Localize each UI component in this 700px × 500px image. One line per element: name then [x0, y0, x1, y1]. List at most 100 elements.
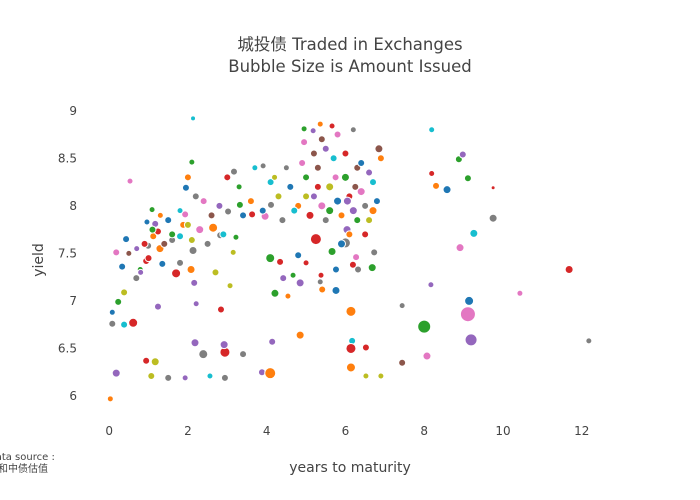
- bubble-point[interactable]: [469, 228, 479, 238]
- bubble-point[interactable]: [361, 201, 370, 210]
- bubble-point[interactable]: [362, 372, 370, 380]
- bubble-point[interactable]: [188, 158, 196, 166]
- bubble-point[interactable]: [345, 305, 357, 317]
- bubble-point[interactable]: [143, 218, 151, 226]
- bubble-point[interactable]: [361, 343, 370, 352]
- bubble-point[interactable]: [148, 206, 156, 214]
- bubble-point[interactable]: [309, 233, 322, 246]
- bubble-point[interactable]: [266, 178, 275, 187]
- bubble-point[interactable]: [192, 300, 200, 308]
- bubble-point[interactable]: [353, 216, 362, 225]
- bubble-point[interactable]: [455, 243, 465, 253]
- bubble-point[interactable]: [187, 236, 196, 245]
- bubble-point[interactable]: [488, 213, 498, 223]
- bubble-point[interactable]: [357, 159, 366, 168]
- bubble-point[interactable]: [258, 206, 267, 215]
- bubble-point[interactable]: [376, 154, 385, 163]
- bubble-point[interactable]: [122, 235, 131, 244]
- bubble-point[interactable]: [349, 126, 357, 134]
- bubble-point[interactable]: [317, 271, 325, 279]
- bubble-point[interactable]: [516, 289, 524, 297]
- bubble-point[interactable]: [147, 372, 156, 381]
- bubble-point[interactable]: [352, 253, 361, 262]
- bubble-point[interactable]: [206, 372, 214, 380]
- bubble-point[interactable]: [271, 173, 279, 181]
- bubble-point[interactable]: [279, 274, 288, 283]
- bubble-point[interactable]: [267, 200, 276, 209]
- bubble-point[interactable]: [239, 350, 248, 359]
- bubble-point[interactable]: [321, 144, 330, 153]
- bubble-point[interactable]: [305, 210, 315, 220]
- bubble-point[interactable]: [190, 338, 200, 348]
- bubble-point[interactable]: [284, 292, 292, 300]
- bubble-point[interactable]: [316, 278, 324, 286]
- bubble-point[interactable]: [112, 248, 121, 257]
- bubble-point[interactable]: [342, 196, 352, 206]
- bubble-point[interactable]: [186, 265, 196, 275]
- bubble-point[interactable]: [313, 163, 322, 172]
- bubble-point[interactable]: [142, 356, 151, 365]
- bubble-point[interactable]: [331, 173, 340, 182]
- bubble-point[interactable]: [428, 126, 436, 134]
- bubble-point[interactable]: [333, 130, 342, 139]
- bubble-point[interactable]: [251, 164, 259, 172]
- bubble-point[interactable]: [427, 281, 435, 289]
- bubble-point[interactable]: [268, 337, 277, 346]
- bubble-point[interactable]: [490, 185, 496, 191]
- bubble-point[interactable]: [215, 201, 224, 210]
- bubble-point[interactable]: [370, 248, 379, 257]
- bubble-point[interactable]: [340, 172, 350, 182]
- bubble-point[interactable]: [235, 183, 243, 191]
- bubble-point[interactable]: [226, 282, 234, 290]
- bubble-point[interactable]: [108, 308, 116, 316]
- bubble-point[interactable]: [309, 127, 317, 135]
- bubble-point[interactable]: [442, 185, 452, 195]
- bubble-point[interactable]: [313, 182, 322, 191]
- bubble-point[interactable]: [300, 125, 308, 133]
- bubble-point[interactable]: [309, 192, 318, 201]
- bubble-point[interactable]: [164, 373, 173, 382]
- bubble-point[interactable]: [259, 162, 267, 170]
- bubble-point[interactable]: [289, 271, 297, 279]
- bubble-point[interactable]: [309, 149, 318, 158]
- bubble-point[interactable]: [229, 167, 238, 176]
- bubble-point[interactable]: [106, 395, 114, 403]
- bubble-point[interactable]: [282, 164, 290, 172]
- bubble-point[interactable]: [120, 288, 129, 297]
- bubble-point[interactable]: [220, 373, 229, 382]
- bubble-point[interactable]: [317, 135, 326, 144]
- bubble-point[interactable]: [108, 319, 117, 328]
- bubble-point[interactable]: [168, 230, 177, 239]
- bubble-point[interactable]: [207, 211, 216, 220]
- bubble-point[interactable]: [564, 265, 574, 275]
- bubble-point[interactable]: [132, 274, 141, 283]
- bubble-point[interactable]: [341, 149, 350, 158]
- bubble-point[interactable]: [365, 216, 374, 225]
- bubble-point[interactable]: [111, 368, 121, 378]
- bubble-point[interactable]: [459, 306, 476, 323]
- bubble-point[interactable]: [183, 220, 192, 229]
- bubble-point[interactable]: [367, 263, 377, 273]
- bubble-point[interactable]: [348, 206, 358, 216]
- bubble-point[interactable]: [585, 337, 593, 345]
- bubble-point[interactable]: [298, 159, 307, 168]
- bubble-point[interactable]: [270, 288, 280, 298]
- bubble-point[interactable]: [351, 182, 360, 191]
- bubble-point[interactable]: [331, 285, 341, 295]
- bubble-point[interactable]: [140, 239, 149, 248]
- bubble-point[interactable]: [156, 211, 164, 219]
- bubble-point[interactable]: [190, 115, 197, 122]
- bubble-point[interactable]: [148, 225, 157, 234]
- bubble-point[interactable]: [137, 268, 145, 276]
- bubble-point[interactable]: [458, 150, 467, 159]
- bubble-point[interactable]: [369, 178, 378, 187]
- bubble-point[interactable]: [368, 206, 378, 216]
- bubble-point[interactable]: [295, 278, 305, 288]
- bubble-point[interactable]: [118, 262, 127, 271]
- bubble-point[interactable]: [265, 253, 276, 264]
- bubble-point[interactable]: [195, 225, 205, 235]
- bubble-point[interactable]: [133, 245, 141, 253]
- bubble-point[interactable]: [199, 197, 208, 206]
- bubble-point[interactable]: [321, 216, 330, 225]
- bubble-point[interactable]: [208, 222, 219, 233]
